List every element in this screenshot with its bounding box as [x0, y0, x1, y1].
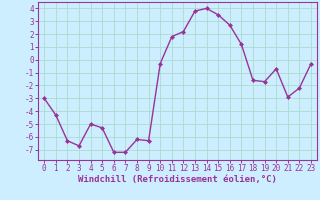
X-axis label: Windchill (Refroidissement éolien,°C): Windchill (Refroidissement éolien,°C)	[78, 175, 277, 184]
